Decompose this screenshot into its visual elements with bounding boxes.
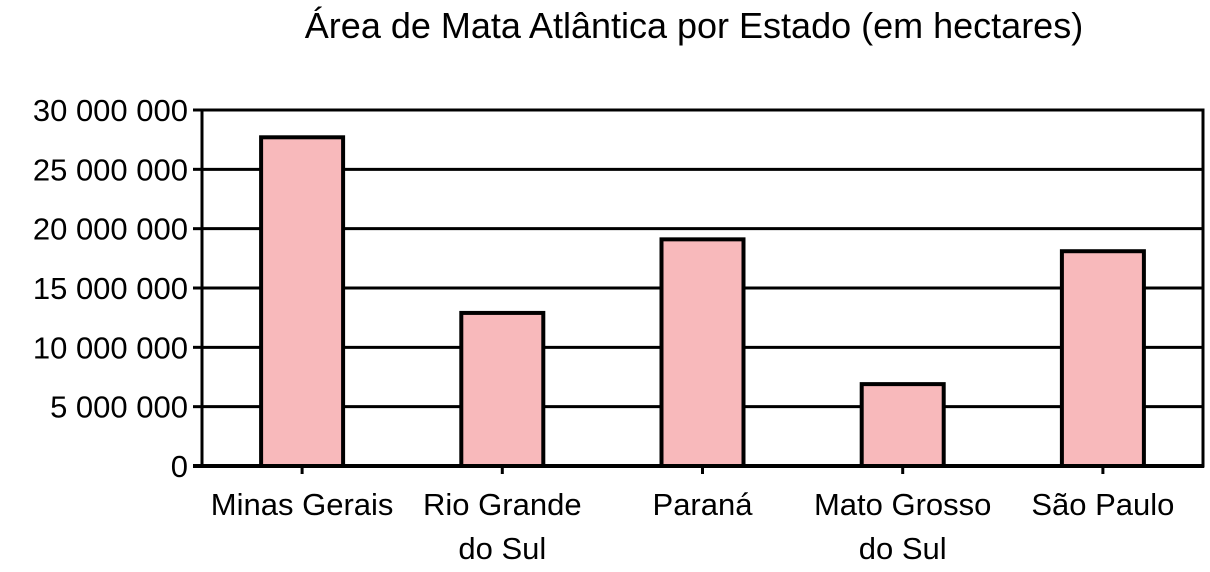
x-tick-label: Paraná [653, 487, 754, 522]
bar [459, 310, 546, 469]
chart-title: Área de Mata Atlântica por Estado (em he… [305, 5, 1083, 46]
x-tick-label: Rio Grande [423, 487, 582, 522]
x-tick-label: Mato Grosso [814, 487, 991, 522]
y-tick-label: 15 000 000 [33, 271, 188, 306]
y-axis-ticks: 0 5 000 000 10 000 000 15 000 000 20 000 000… [33, 93, 202, 484]
y-tick-label: 25 000 000 [33, 152, 188, 187]
bar [259, 135, 346, 468]
y-tick-label: 5 000 000 [50, 390, 188, 425]
y-tick-label: 20 000 000 [33, 212, 188, 247]
y-tick-label: 30 000 000 [33, 93, 188, 128]
x-tick-label: Minas Gerais [211, 487, 394, 522]
x-tick-label: do Sul [859, 531, 947, 566]
bar [859, 382, 946, 468]
bar [1059, 249, 1146, 468]
y-tick-label: 0 [171, 449, 188, 484]
bars [259, 135, 1146, 469]
x-tick-label: São Paulo [1031, 487, 1174, 522]
bar [659, 237, 746, 468]
y-tick-label: 10 000 000 [33, 330, 188, 365]
x-tick-label: do Sul [458, 531, 546, 566]
x-axis-labels: Minas Gerais Rio Grande do Sul Paraná Mato G… [211, 466, 1174, 566]
